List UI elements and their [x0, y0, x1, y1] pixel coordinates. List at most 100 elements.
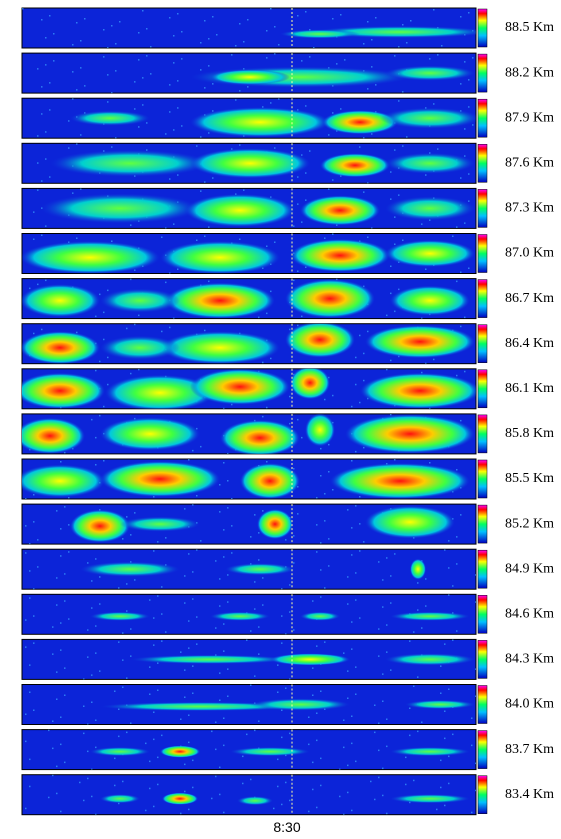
speckle — [161, 330, 163, 333]
speckle — [196, 145, 198, 147]
speckle — [355, 383, 357, 386]
speckle — [223, 556, 225, 558]
speckle — [169, 178, 171, 180]
speckle — [254, 729, 256, 732]
speckle — [33, 211, 35, 213]
speckle — [200, 136, 202, 138]
speckle — [223, 717, 225, 719]
speckle — [150, 46, 152, 48]
speckle — [138, 314, 140, 317]
speckle — [378, 655, 380, 657]
speckle — [250, 684, 252, 686]
blob — [22, 241, 160, 274]
blob — [100, 417, 200, 451]
speckle — [343, 813, 345, 815]
speckle — [72, 44, 74, 46]
speckle — [332, 179, 334, 181]
speckle — [274, 241, 276, 243]
speckle — [386, 624, 388, 626]
blob — [105, 374, 215, 409]
speckle — [410, 20, 412, 22]
speckle — [429, 58, 431, 60]
speckle — [68, 618, 70, 620]
speckle — [425, 578, 427, 580]
speckle — [79, 781, 81, 784]
speckle — [64, 694, 66, 696]
speckle — [421, 721, 423, 723]
speckle — [305, 199, 307, 201]
colorbar — [477, 324, 488, 363]
speckle — [316, 645, 318, 647]
speckle — [157, 662, 159, 664]
colorbar — [477, 8, 488, 48]
blob — [70, 509, 130, 543]
speckle — [402, 145, 404, 147]
speckle — [37, 135, 39, 137]
speckle — [37, 283, 39, 286]
speckle — [324, 641, 326, 643]
speckle — [359, 146, 361, 148]
speckle — [417, 582, 419, 584]
speckle — [134, 579, 136, 581]
speckle — [161, 586, 163, 588]
colorbar — [477, 234, 488, 273]
speckle — [153, 711, 155, 713]
speckle — [45, 279, 47, 282]
speckle — [340, 14, 342, 16]
speckle — [126, 327, 128, 330]
speckle — [289, 584, 291, 586]
altitude-label: 83.4 Km — [505, 787, 554, 802]
speckle — [417, 609, 419, 611]
speckle — [138, 59, 140, 61]
speckle — [406, 42, 408, 44]
colorbar — [477, 459, 488, 499]
speckle — [386, 314, 388, 317]
speckle — [150, 73, 152, 75]
speckle — [293, 279, 295, 282]
speckle — [56, 765, 58, 768]
speckle — [115, 43, 117, 45]
speckle — [472, 57, 474, 59]
blob — [405, 700, 475, 709]
speckle — [239, 238, 241, 240]
speckle — [204, 181, 206, 183]
speckle — [468, 79, 470, 81]
blob — [120, 516, 200, 532]
speckle — [56, 604, 58, 606]
speckle — [277, 691, 279, 693]
speckle — [328, 471, 330, 473]
speckle — [41, 180, 43, 182]
colorbar — [477, 414, 488, 454]
speckle — [95, 625, 97, 627]
speckle — [114, 690, 116, 692]
speckle — [80, 67, 82, 69]
speckle — [250, 778, 252, 781]
speckle — [49, 176, 51, 178]
speckle — [324, 587, 326, 589]
speckle — [390, 413, 392, 416]
blob — [365, 505, 455, 539]
speckle — [196, 616, 198, 618]
speckle — [382, 673, 384, 675]
speckle — [301, 436, 303, 439]
speckle — [347, 697, 349, 699]
speckle — [355, 356, 357, 359]
speckle — [266, 245, 268, 247]
blob — [385, 196, 475, 221]
speckle — [452, 585, 454, 587]
speckle — [347, 603, 349, 605]
speckle — [130, 534, 132, 536]
speckle — [312, 600, 314, 602]
speckle — [390, 669, 392, 671]
speckle — [413, 685, 415, 687]
speckle — [312, 788, 314, 791]
speckle — [316, 739, 318, 742]
speckle — [107, 356, 109, 359]
speckle — [297, 270, 299, 272]
blob — [240, 463, 300, 499]
blob — [100, 335, 180, 360]
speckle — [444, 804, 446, 807]
speckle — [91, 701, 93, 703]
speckle — [239, 144, 241, 146]
speckle — [52, 774, 54, 777]
